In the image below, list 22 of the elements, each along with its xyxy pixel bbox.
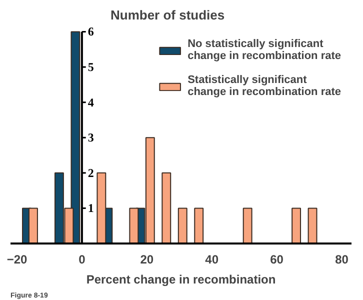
y-tick-label: 1 — [88, 201, 94, 216]
legend-label: Statistically significant change in recombination rate — [188, 73, 341, 99]
x-tick-label: 0 — [78, 252, 86, 266]
legend-label: No statistically significant change in recombination rate — [188, 37, 341, 63]
bar — [178, 208, 188, 244]
y-axis-title: Number of studies — [110, 8, 225, 22]
bar — [194, 208, 204, 244]
y-tick-label: 6 — [88, 24, 94, 39]
bar — [242, 208, 252, 244]
x-tick-label: 40 — [205, 252, 219, 266]
x-tick-label: 60 — [270, 252, 284, 266]
bar — [162, 172, 172, 244]
bar — [308, 208, 318, 244]
y-tick-label: 5 — [88, 60, 94, 74]
y-tick-label: 3 — [88, 130, 94, 145]
y-tick-label: 2 — [88, 166, 94, 180]
y-tick-label: 4 — [88, 95, 94, 110]
x-tick-label: −20 — [6, 252, 28, 266]
x-axis-title: Percent change in recombination — [86, 272, 276, 286]
bar — [292, 208, 302, 244]
x-tick-label: 80 — [335, 252, 349, 266]
x-tick-label: 20 — [140, 252, 154, 266]
